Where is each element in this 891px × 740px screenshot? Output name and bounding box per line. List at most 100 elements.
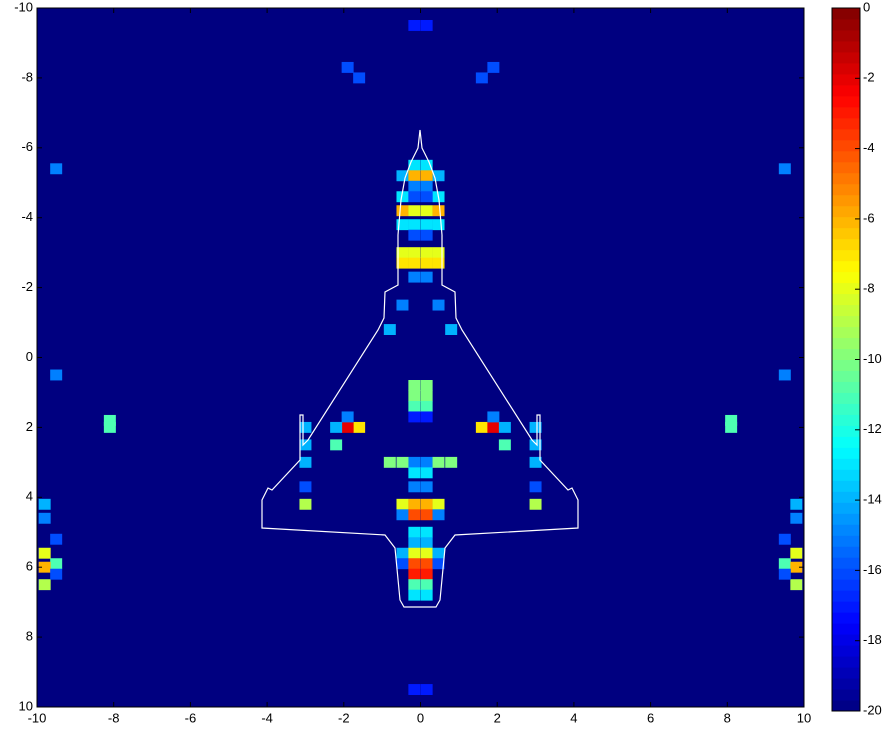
cell (39, 579, 51, 590)
cell (421, 247, 433, 258)
colorbar-swatch (832, 590, 860, 601)
colorbar-swatch (832, 41, 860, 52)
colorbar-swatch (832, 140, 860, 151)
cell (39, 499, 51, 510)
cell (384, 457, 396, 468)
cell (779, 558, 791, 569)
cell (433, 548, 445, 559)
x-tick-label: 0 (417, 710, 424, 725)
cell (396, 205, 408, 216)
cell (408, 390, 420, 401)
cell (779, 534, 791, 545)
cell (384, 324, 396, 335)
colorbar-swatch (832, 535, 860, 546)
cell (330, 422, 342, 433)
cell (421, 509, 433, 520)
cell (421, 457, 433, 468)
cell (408, 247, 420, 258)
cell (408, 20, 420, 31)
cell (408, 181, 420, 192)
colorbar-swatch (832, 700, 860, 711)
cell (408, 548, 420, 559)
cell (790, 499, 802, 510)
cell (421, 205, 433, 216)
cell (408, 205, 420, 216)
cell (299, 499, 311, 510)
cell (421, 684, 433, 695)
colorbar-swatch (832, 425, 860, 436)
colorbar-swatch (832, 96, 860, 107)
cell (408, 467, 420, 478)
colorbar-swatch (832, 206, 860, 217)
colorbar-swatch (832, 118, 860, 129)
cell (408, 499, 420, 510)
cell (408, 558, 420, 569)
cell (408, 380, 420, 391)
cell (408, 684, 420, 695)
cell (433, 258, 445, 269)
y-tick-label: 8 (26, 629, 33, 644)
cell (396, 548, 408, 559)
cell (421, 230, 433, 241)
cell (39, 548, 51, 559)
cell (530, 499, 542, 510)
y-tick-label: -2 (21, 279, 33, 294)
colorbar-swatch (832, 601, 860, 612)
heatmap-background (37, 8, 804, 707)
colorbar-swatch (832, 74, 860, 85)
cell (433, 205, 445, 216)
cell (421, 20, 433, 31)
cell (50, 534, 62, 545)
cell (408, 509, 420, 520)
colorbar-swatch (832, 524, 860, 535)
cell (353, 72, 365, 83)
cell (396, 509, 408, 520)
colorbar-swatch (832, 447, 860, 458)
colorbar-tick-label: -10 (863, 351, 882, 366)
cell (50, 558, 62, 569)
cell (299, 457, 311, 468)
cell (433, 499, 445, 510)
colorbar-swatch (832, 327, 860, 338)
cell (476, 72, 488, 83)
colorbar-tick-label: -8 (863, 281, 875, 296)
cell (421, 499, 433, 510)
colorbar-swatch (832, 480, 860, 491)
cell (421, 548, 433, 559)
colorbar-swatch (832, 338, 860, 349)
x-tick-label: 4 (570, 710, 577, 725)
colorbar-swatch (832, 491, 860, 502)
cell (408, 258, 420, 269)
colorbar-tick-label: 0 (863, 0, 870, 14)
cell (408, 401, 420, 412)
cell (330, 439, 342, 450)
cell (433, 247, 445, 258)
x-tick-label: -4 (261, 710, 273, 725)
colorbar-swatch (832, 360, 860, 371)
colorbar-swatch (832, 151, 860, 162)
colorbar-swatch (832, 370, 860, 381)
colorbar-swatch (832, 392, 860, 403)
cell (421, 579, 433, 590)
colorbar-swatch (832, 19, 860, 30)
cell (421, 191, 433, 202)
colorbar-tick-label: -14 (863, 492, 882, 507)
cell (50, 370, 62, 381)
cell (408, 219, 420, 230)
colorbar-swatch (832, 52, 860, 63)
colorbar-swatch (832, 8, 860, 19)
cell (408, 191, 420, 202)
cell (530, 481, 542, 492)
cell (353, 422, 365, 433)
cell (421, 590, 433, 601)
colorbar-swatch (832, 173, 860, 184)
cell (487, 62, 499, 73)
cell (779, 370, 791, 381)
cell (476, 422, 488, 433)
cell (499, 422, 511, 433)
cell (299, 422, 311, 433)
colorbar-swatch (832, 184, 860, 195)
cell (104, 422, 116, 433)
cell (421, 181, 433, 192)
cell (421, 390, 433, 401)
